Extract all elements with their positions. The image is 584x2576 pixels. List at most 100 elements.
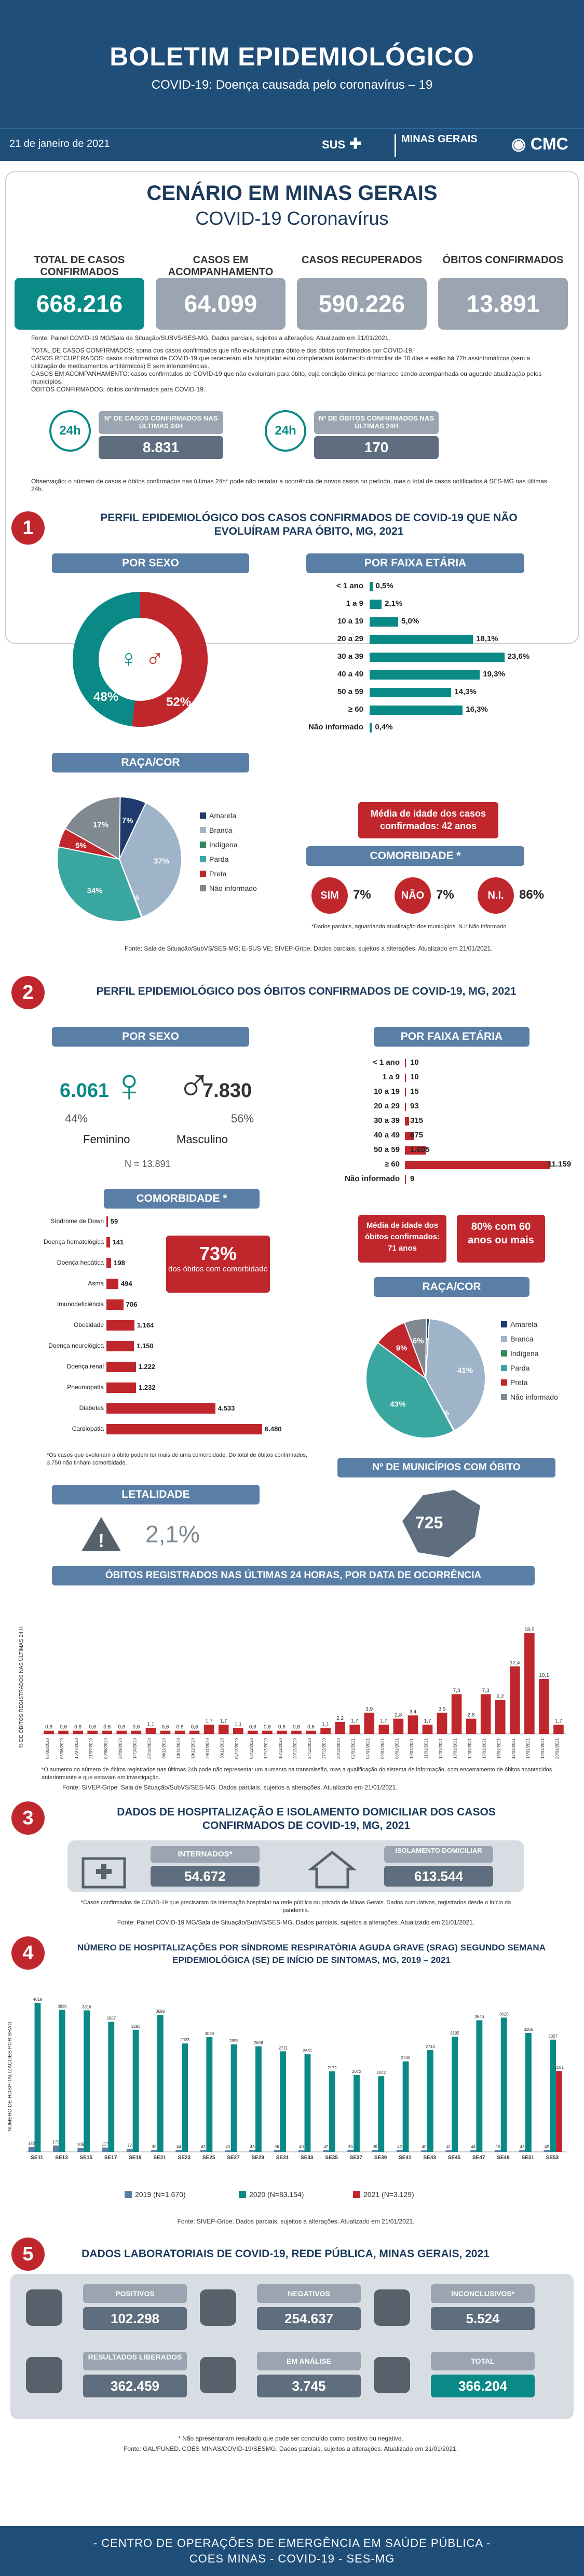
x-tick: 16/07/2020 <box>74 1738 79 1759</box>
comorb-bar <box>106 1403 215 1414</box>
age-label: ≥ 60 <box>348 705 363 714</box>
female-pct: 48% <box>93 690 118 704</box>
race-pie-cases: 7%Amarela37%Branca0%Indígena34%Parda5%Pr… <box>57 796 257 922</box>
x-tick: 19/01/2021 <box>540 1738 545 1759</box>
age-value: 0,4% <box>375 723 393 731</box>
comorb-bar <box>106 1237 110 1248</box>
x-tick: 06/11/2020 <box>161 1738 166 1758</box>
bar <box>206 2037 213 2152</box>
bar-label: 0,6 <box>60 1725 67 1730</box>
legend-label: 2021 (N=3.129) <box>363 2190 414 2199</box>
legend-swatch <box>501 1321 507 1327</box>
lab-icon <box>26 2289 62 2326</box>
section-number: 1 <box>11 511 45 545</box>
bar <box>524 1633 535 1734</box>
bar <box>218 1725 229 1734</box>
isolamento-value: 613.544 <box>384 1866 493 1887</box>
over-60-deaths: 80% com 60 anos ou mais <box>457 1215 545 1263</box>
bar <box>102 2147 108 2152</box>
age-label: 20 a 29 <box>373 1102 400 1110</box>
x-tick: 12/01/2021 <box>439 1738 443 1759</box>
age-bar <box>405 1161 550 1169</box>
comorb-label: Cardiopatia <box>72 1425 104 1432</box>
bar-label: 1,1 <box>322 1721 329 1727</box>
age-value: 315 <box>410 1116 424 1125</box>
bar <box>53 2145 59 2152</box>
bar <box>480 1694 491 1734</box>
cases-24h-label: Nº DE CASOS CONFIRMADOS NAS ÚLTIMAS 24H <box>99 411 223 434</box>
lab-value: 254.637 <box>257 2307 361 2330</box>
age-bar <box>405 1074 406 1082</box>
bar <box>393 1718 404 1734</box>
bar-label: 49 <box>152 2145 157 2149</box>
sus-logo: SUS ✚ <box>322 135 362 152</box>
comorb-bar <box>106 1258 112 1268</box>
bar <box>84 2010 90 2152</box>
legend-label: Branca <box>510 1335 534 1343</box>
legend-swatch <box>353 2191 360 2198</box>
comorb-value: 198 <box>114 1259 125 1267</box>
x-tick: 20/12/2020 <box>293 1738 297 1759</box>
bar-label: 77 <box>127 2144 132 2148</box>
bar-label: 0,6 <box>162 1725 169 1730</box>
x-tick: 21/07/2020 <box>89 1738 93 1759</box>
legend-swatch <box>125 2191 132 2198</box>
pie-slice <box>64 796 121 860</box>
bar-label: 45 <box>545 2145 549 2149</box>
bar-label: 40 <box>422 2145 427 2149</box>
legend-label: Preta <box>510 1378 528 1387</box>
bar <box>247 1730 258 1734</box>
legend-label: Não informado <box>209 884 257 892</box>
comorb-bar <box>106 1216 108 1227</box>
comorb-label: Obesidade <box>73 1321 104 1328</box>
bar-label: 44 <box>471 2145 476 2149</box>
x-tick: 06/01/2021 <box>380 1738 385 1759</box>
bar <box>132 2029 139 2152</box>
bar-label: 2,2 <box>336 1716 344 1721</box>
comorb-value: 7% <box>353 888 371 902</box>
age-value: 18,1% <box>476 634 498 643</box>
hospital-icon <box>82 1857 126 1889</box>
lab-label: POSITIVOS <box>83 2284 187 2303</box>
age-label: 10 a 19 <box>373 1087 400 1096</box>
x-tick: 14/10/2020 <box>132 1738 137 1759</box>
x-tick: SE29 <box>251 2155 264 2161</box>
bar <box>476 2020 483 2152</box>
comorb-bar <box>106 1341 134 1351</box>
comorb-value: 1.232 <box>139 1384 156 1391</box>
age-label: 40 a 49 <box>373 1131 400 1140</box>
comorb-bar <box>106 1320 134 1331</box>
sub-bar: 21 de janeiro de 2021 SUS ✚ MINAS GERAIS… <box>0 128 584 161</box>
bar <box>378 2076 385 2152</box>
chart24-note: *O aumento no número de óbitos registrad… <box>42 1767 552 1781</box>
lab-label: INCONCLUSIVOS* <box>431 2284 535 2303</box>
x-tick: 04/12/2020 <box>235 1738 239 1759</box>
race-pie-deaths: 1%Amarela41%Branca0%Indígena43%Parda9%Pr… <box>365 1318 558 1439</box>
legend-label: Branca <box>209 826 233 834</box>
stat-label: CASOS RECUPERADOS <box>301 254 423 266</box>
bar-label: 3,9 <box>439 1706 446 1712</box>
bar <box>556 2071 562 2152</box>
total-deaths: N = 13.891 <box>125 1159 171 1169</box>
bar-label: 0,6 <box>293 1725 300 1730</box>
cmc-icon: ◉ <box>511 134 526 153</box>
bar-label: 3695 <box>156 2009 165 2014</box>
comorb-circle: SIM <box>311 877 348 914</box>
bar-label: 3,4 <box>409 1709 416 1715</box>
bar <box>151 2150 157 2152</box>
bar <box>372 2150 378 2152</box>
age-bar <box>405 1103 406 1111</box>
age-label: 1 a 9 <box>382 1073 400 1081</box>
bar-label: 2,8 <box>395 1713 402 1718</box>
bar <box>494 2150 501 2152</box>
bar-label: 3,9 <box>365 1706 373 1712</box>
pie-slice <box>57 846 143 922</box>
age-label: < 1 ano <box>372 1058 400 1067</box>
bar-label: 105 <box>77 2143 85 2147</box>
section-number: 4 <box>11 1936 45 1970</box>
comorb-bar <box>106 1279 118 1289</box>
male-pct: 52% <box>166 695 191 709</box>
bar-label: 0,6 <box>278 1725 286 1730</box>
def-acompanhamento: CASOS EM ACOMPANHAMENTO: casos confirmad… <box>31 370 542 385</box>
comorb-label: Pneumopatia <box>67 1384 104 1391</box>
